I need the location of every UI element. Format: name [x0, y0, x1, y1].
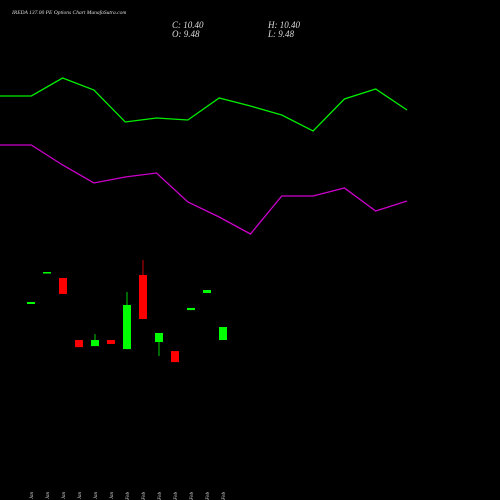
- candle-body: [27, 302, 35, 304]
- x-tick-label: 02 Feb: [142, 492, 147, 500]
- x-tick-label: 06 Feb: [206, 492, 211, 500]
- chart-title: IREDA 137.00 PE Options Chart MunafaSutr…: [11, 9, 126, 16]
- indicator-line: [0, 144, 408, 235]
- x-tick-label: 28 Jan: [78, 492, 83, 500]
- candle-body: [139, 275, 147, 319]
- x-tick-label: 23 Jan: [46, 492, 51, 500]
- candle-body: [203, 290, 211, 293]
- x-tick-label: 05 Feb: [190, 492, 195, 500]
- x-tick-label: 29 Jan: [94, 492, 99, 500]
- close-label: C: 10.40: [172, 20, 204, 30]
- candle-body: [107, 340, 115, 344]
- candle-body: [43, 272, 51, 274]
- x-tick-label: 01 Feb: [126, 492, 131, 500]
- high-label: H: 10.40: [267, 20, 300, 30]
- candle-body: [171, 351, 179, 363]
- candle-body: [219, 327, 227, 341]
- candle-body: [91, 340, 99, 347]
- x-tick-label: 04 Feb: [174, 492, 179, 500]
- candle-body: [59, 277, 67, 294]
- candle-body: [155, 332, 163, 343]
- x-tick-label: 22 Jan: [30, 492, 35, 500]
- open-label: O: 9.48: [172, 29, 200, 39]
- x-tick-label: 20 Feb: [222, 492, 227, 500]
- x-tick-label: 30 Jan: [110, 492, 115, 500]
- x-tick-label: 27 Jan: [62, 492, 67, 500]
- candle-body: [75, 340, 83, 348]
- candle-body: [123, 304, 131, 350]
- indicator-line: [0, 77, 408, 132]
- candle-body: [187, 307, 195, 311]
- x-tick-label: 03 Feb: [158, 492, 163, 500]
- low-label: L: 9.48: [267, 29, 295, 39]
